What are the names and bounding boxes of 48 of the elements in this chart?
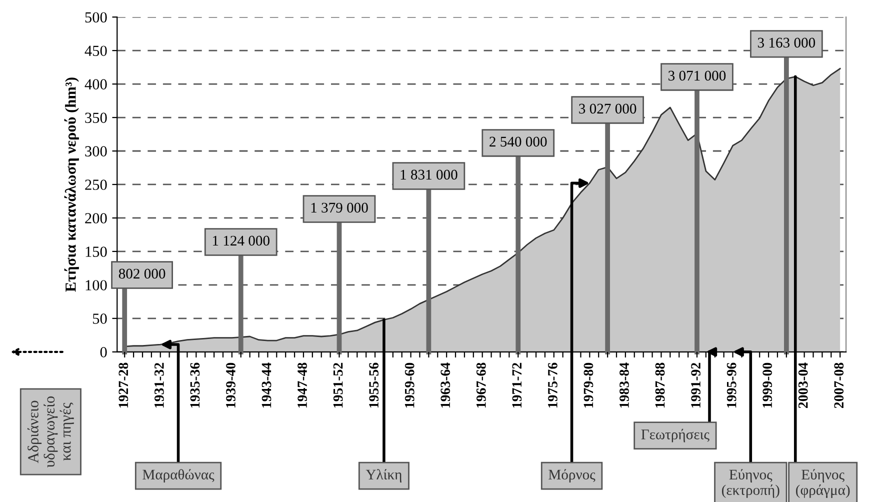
x-tick-label: 1947-48 bbox=[298, 362, 307, 408]
y-tick-label: 300 bbox=[85, 146, 107, 156]
annotation: Γεωτρήσεις bbox=[641, 428, 710, 442]
x-tick-label: 1935-36 bbox=[190, 362, 200, 408]
ref-line-label: 3 163 000 bbox=[758, 38, 816, 48]
annotation: Εύηνος (εκτροπή) bbox=[722, 469, 780, 498]
x-tick-label: 1955-56 bbox=[369, 362, 378, 408]
annotation: Υλίκη bbox=[366, 469, 402, 482]
x-tick-label: 1979-80 bbox=[584, 362, 594, 408]
y-tick-label: 150 bbox=[86, 246, 107, 257]
ref-line-label: 3 027 000 bbox=[579, 104, 636, 114]
annotation: Μόρνος bbox=[548, 469, 596, 482]
x-tick-label: 1963-64 bbox=[440, 362, 450, 408]
ref-line-label: 802 000 bbox=[118, 268, 166, 279]
x-tick-label: 2003-04 bbox=[798, 362, 808, 408]
x-tick-label: 1951-52 bbox=[333, 362, 343, 408]
x-tick-label: 1967-68 bbox=[476, 362, 486, 408]
annotation: Εύηνος (φράγμα) bbox=[796, 469, 850, 498]
y-tick-label: 500 bbox=[85, 12, 107, 23]
x-tick-label: 2007-08 bbox=[834, 362, 844, 408]
y-tick-label: 450 bbox=[84, 46, 107, 56]
y-tick-label: 100 bbox=[86, 280, 107, 290]
ref-line-label: 1 379 000 bbox=[311, 202, 368, 213]
ref-line-label: 1 831 000 bbox=[400, 170, 458, 180]
y-tick-label: 200 bbox=[85, 213, 107, 224]
x-tick-label: 1995-96 bbox=[726, 362, 736, 408]
x-tick-label: 1991-92 bbox=[691, 362, 700, 408]
x-tick-label: 1971-72 bbox=[512, 362, 522, 408]
x-tick-label: 1959-60 bbox=[404, 362, 414, 408]
ref-line-label: 1 124 000 bbox=[212, 236, 270, 246]
text: Αδριάνειο υδραγωγείο και πηγές bbox=[27, 396, 74, 468]
x-tick-label: 1987-88 bbox=[655, 362, 665, 408]
x-tick-label: 1927-28 bbox=[118, 362, 128, 408]
x-tick-label: 1939-40 bbox=[226, 362, 236, 408]
x-tick-label: 1931-32 bbox=[154, 362, 164, 408]
y-tick-label: 50 bbox=[93, 314, 107, 324]
y-axis-title: Ετήσια κατανάλωση νερού (hm³) bbox=[64, 78, 79, 292]
annotation: Μαραθώνας bbox=[142, 469, 214, 482]
y-tick-label: 0 bbox=[100, 347, 107, 358]
x-tick-label: 1975-76 bbox=[548, 362, 558, 408]
x-tick-label: 1999-00 bbox=[762, 362, 772, 408]
y-tick-label: 350 bbox=[85, 112, 107, 123]
ref-line-label: 2 540 000 bbox=[490, 136, 547, 147]
ref-line-label: 3 071 000 bbox=[668, 70, 726, 81]
x-tick-label: 1943-44 bbox=[262, 362, 272, 408]
y-tick-label: 400 bbox=[84, 79, 107, 90]
y-tick-label: 250 bbox=[85, 180, 107, 190]
x-tick-label: 1983-84 bbox=[620, 362, 629, 408]
